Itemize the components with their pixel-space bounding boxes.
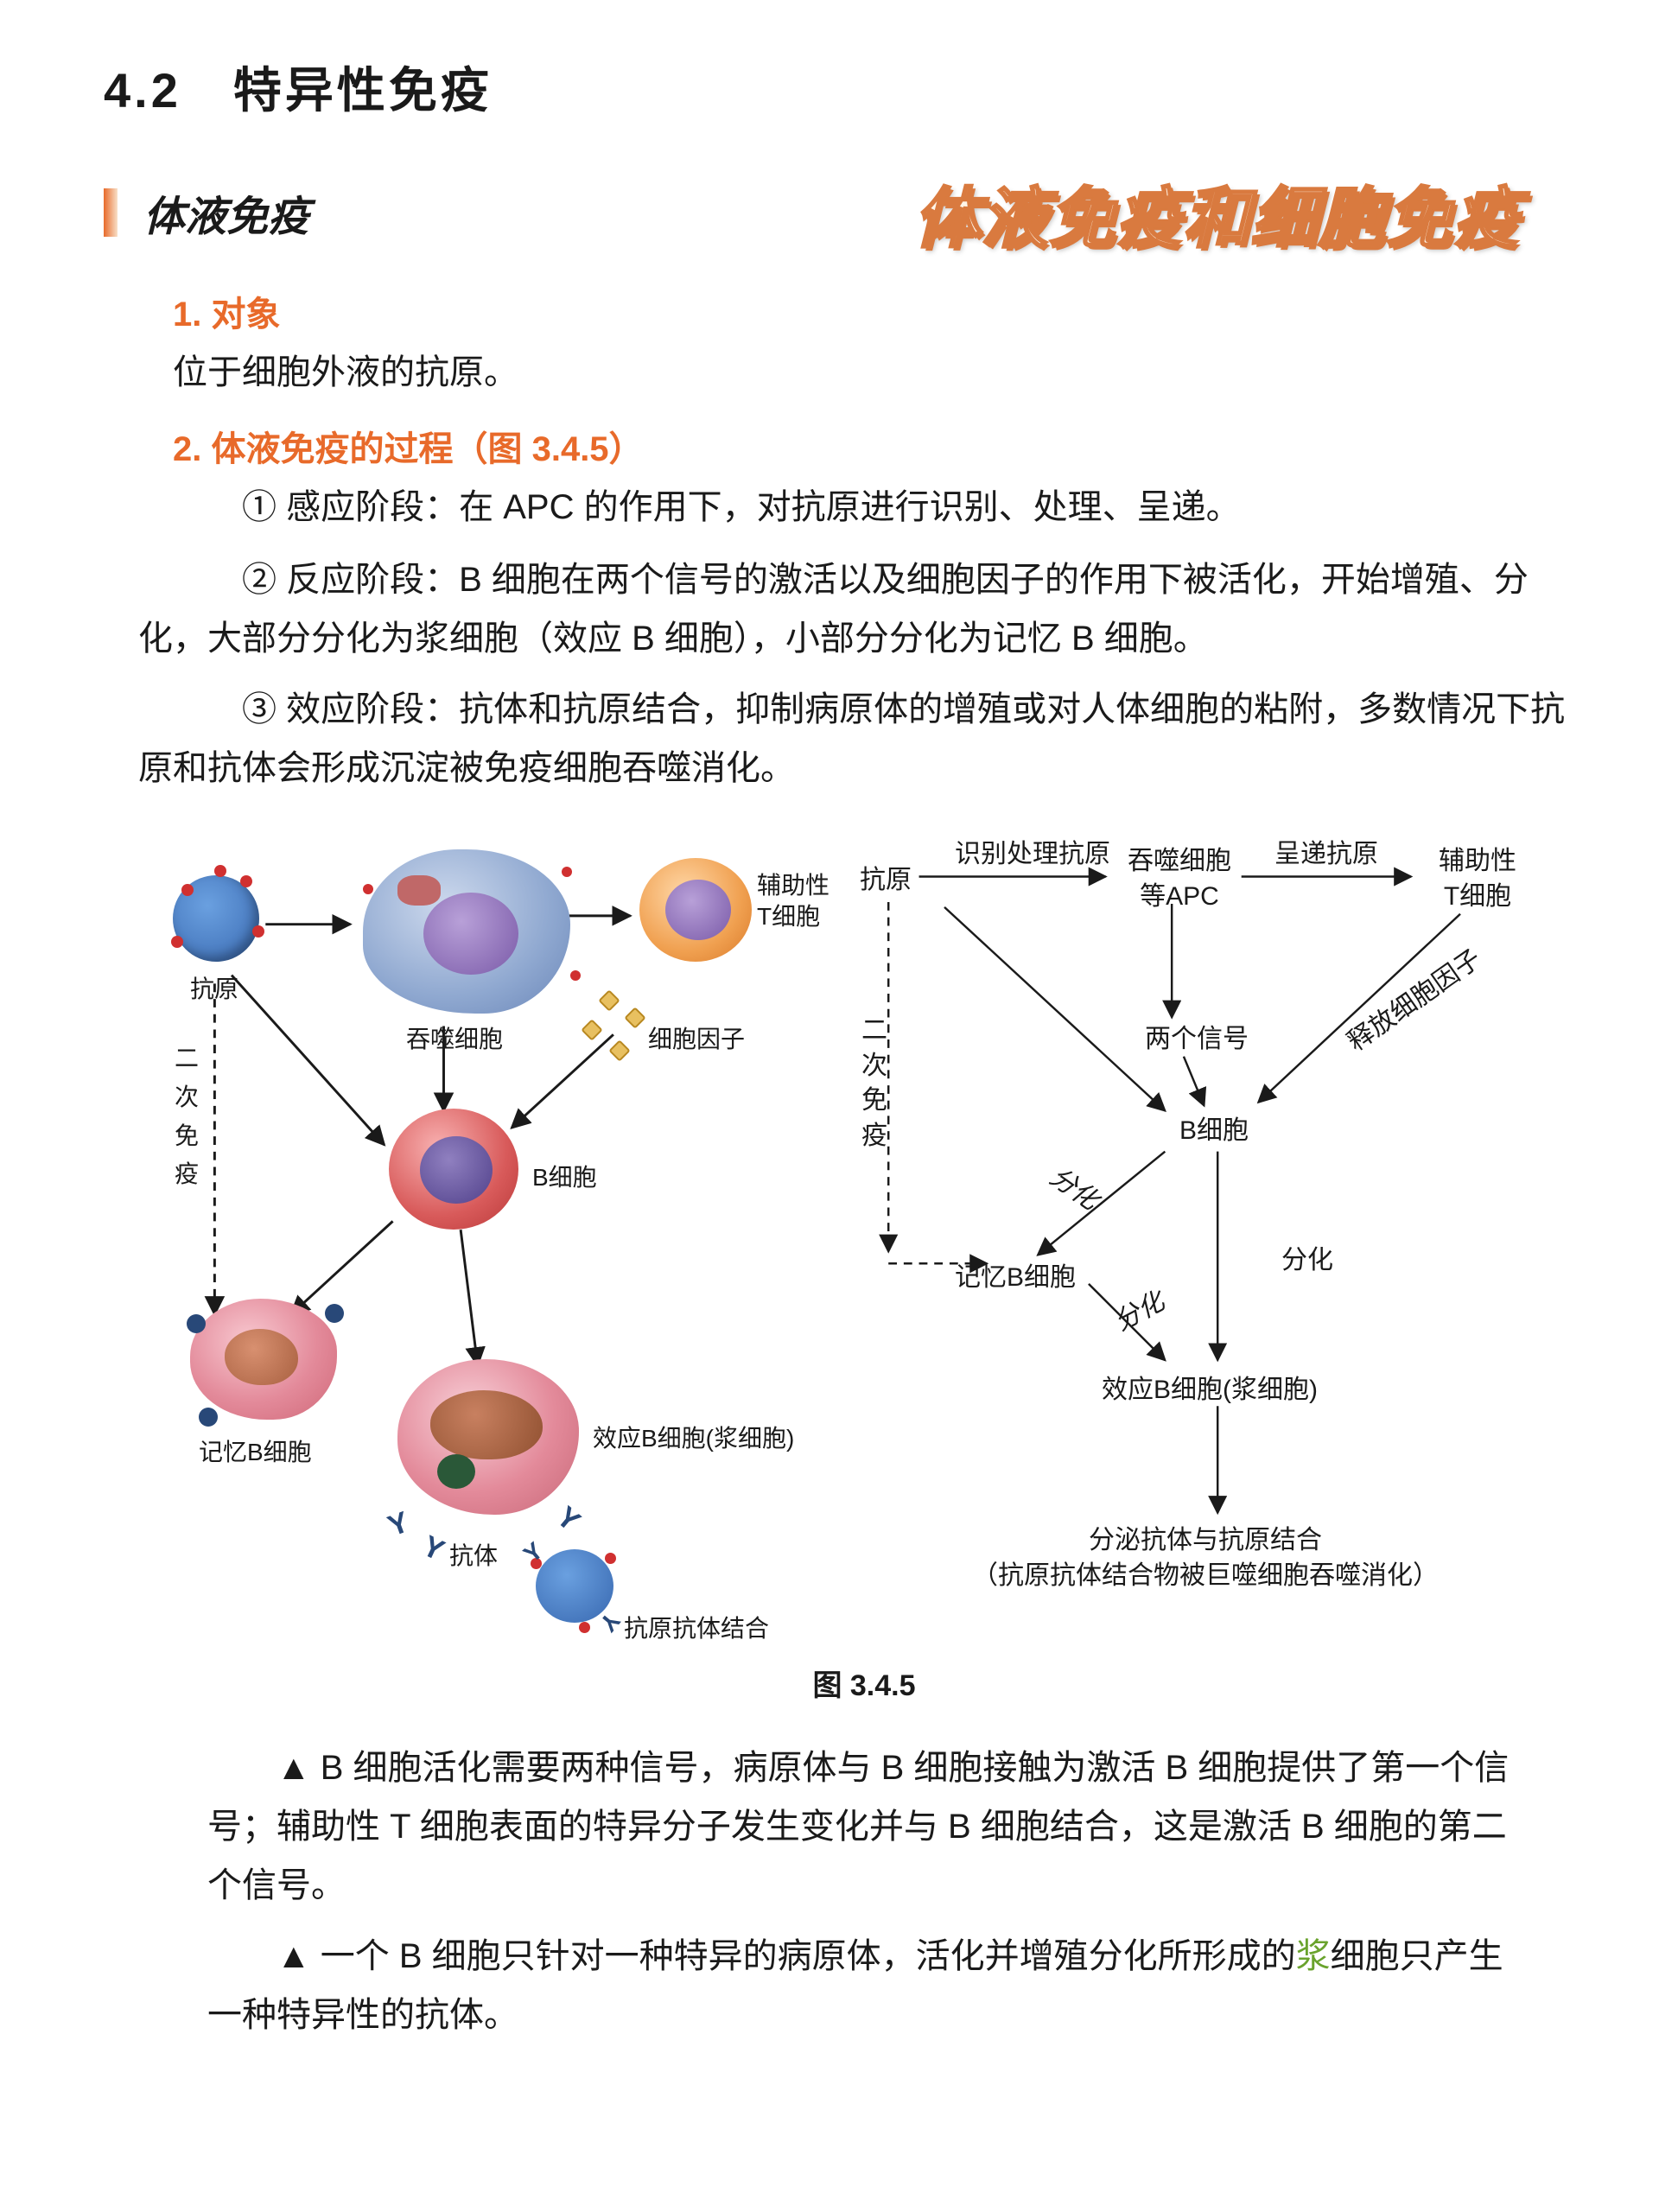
page-title: 4.2 特异性免疫 [104, 52, 1555, 122]
effector-b-er-icon [430, 1390, 543, 1459]
receptor-icon [187, 1314, 206, 1333]
stage-3-text: ③ 效应阶段：抗体和抗原结合，抑制病原体的增殖或对人体细胞的粘附，多数情况下抗原… [138, 680, 1590, 798]
flowchart-node-effector_b: 效应B细胞(浆细胞) [1102, 1368, 1318, 1406]
cytokine-icon [581, 1019, 602, 1040]
cell-diagram: 抗原 吞噬细胞 辅助性 T细胞 细胞因子 B细胞 二 次 免 疫 [138, 832, 842, 1644]
complex-label: 抗原抗体结合 [624, 1610, 769, 1644]
note-2: ▲ 一个 B 细胞只针对一种特异的病原体，活化并增殖分化所形成的浆细胞只产生一种… [207, 1927, 1521, 2044]
flowchart-node-secondary: 二 次 免 疫 [861, 1014, 887, 1154]
t-helper-label: 辅助性 T细胞 [757, 870, 830, 933]
antibody-icon: Y [384, 1505, 414, 1543]
cytokine-icon [624, 1007, 645, 1028]
memory-b-label: 记忆B细胞 [199, 1433, 312, 1468]
phagocyte-label: 吞噬细胞 [406, 1020, 503, 1055]
cytokine-icon [608, 1039, 630, 1061]
flowchart-node-fenhua3: 分化 [1281, 1238, 1333, 1276]
complex-spike-icon [579, 1622, 590, 1633]
body-text-target: 位于细胞外液的抗原。 [173, 345, 1555, 400]
flowchart-node-result: 分泌抗体与抗原结合 （抗原抗体结合物被巨噬细胞吞噬消化） [972, 1523, 1439, 1593]
stage-2-text: ② 反应阶段：B 细胞在两个信号的激活以及细胞因子的作用下被活化，开始增殖、分化… [138, 550, 1590, 668]
effector-b-organelle-icon [437, 1454, 475, 1489]
receptor-icon [325, 1304, 344, 1323]
flowchart-node-two_signals: 两个信号 [1145, 1017, 1249, 1055]
complex-spike-icon [605, 1553, 616, 1564]
figure-area: 抗原 吞噬细胞 辅助性 T细胞 细胞因子 B细胞 二 次 免 疫 [138, 832, 1555, 1644]
memory-b-nucleus-icon [225, 1329, 298, 1385]
cytokine-icon [598, 989, 620, 1011]
antibody-label: 抗体 [449, 1537, 498, 1572]
flowchart-node-b_cell: B细胞 [1179, 1109, 1249, 1147]
antibody-icon: Y [417, 1529, 449, 1568]
note-2-pre: ▲ 一个 B 细胞只针对一种特异的病原体，活化并增殖分化所形成的 [276, 1937, 1296, 1975]
decorative-title: 体液免疫和细胞免疫 [914, 165, 1521, 260]
note-1: ▲ B 细胞活化需要两种信号，病原体与 B 细胞接触为激活 B 细胞提供了第一个… [207, 1738, 1521, 1915]
subheading-1: 1. 对象 [173, 286, 1555, 336]
t-helper-nucleus-icon [665, 880, 731, 940]
notes-area: ▲ B 细胞活化需要两种信号，病原体与 B 细胞接触为激活 B 细胞提供了第一个… [207, 1738, 1521, 2044]
secondary-immune-label: 二 次 免 疫 [175, 1039, 199, 1194]
antibody-icon: Y [550, 1500, 586, 1538]
cytokine-label: 细胞因子 [648, 1020, 745, 1055]
receptor-icon [199, 1408, 218, 1427]
flowchart-node-step2: 呈递抗原 [1274, 832, 1378, 870]
flowchart-node-apc: 吞噬细胞 等APC [1128, 844, 1231, 914]
particle-icon [570, 970, 581, 981]
flowchart-node-antigen: 抗原 [860, 858, 912, 896]
antigen-spike-icon [240, 875, 252, 887]
antigen-label: 抗原 [190, 970, 238, 1005]
section-header: 体液免疫 体液免疫和细胞免疫 [104, 182, 1555, 243]
flowchart-node-step1: 识别处理抗原 [955, 832, 1110, 870]
flowchart-node-t_helper: 辅助性 T细胞 [1439, 844, 1516, 914]
accent-bar-icon [104, 188, 118, 237]
stage-1-text: ① 感应阶段：在 APC 的作用下，对抗原进行识别、处理、呈递。 [173, 480, 1555, 535]
flowchart-node-memory_b: 记忆B细胞 [955, 1255, 1076, 1294]
antigen-spike-icon [252, 925, 264, 938]
b-cell-label: B细胞 [532, 1159, 597, 1193]
content-block: 1. 对象 位于细胞外液的抗原。 2. 体液免疫的过程（图 3.4.5） ① 感… [104, 286, 1555, 2044]
section-title: 体液免疫 [143, 182, 309, 243]
b-cell-nucleus-icon [420, 1136, 493, 1204]
effector-b-label: 效应B细胞(浆细胞) [593, 1420, 794, 1454]
flowchart: 抗原识别处理抗原吞噬细胞 等APC呈递抗原辅助性 T细胞两个信号释放细胞因子B细… [851, 832, 1555, 1627]
particle-icon [363, 884, 373, 894]
note-2-highlight: 浆 [1296, 1937, 1331, 1975]
figure-caption: 图 3.4.5 [173, 1662, 1555, 1704]
antigen-spike-icon [171, 936, 183, 948]
subheading-2: 2. 体液免疫的过程（图 3.4.5） [173, 421, 1555, 471]
particle-icon [562, 867, 572, 877]
antigen-spike-icon [181, 884, 194, 896]
apc-nucleus-icon [423, 893, 518, 975]
organelle-icon [397, 875, 441, 906]
antigen-spike-icon [214, 865, 226, 877]
